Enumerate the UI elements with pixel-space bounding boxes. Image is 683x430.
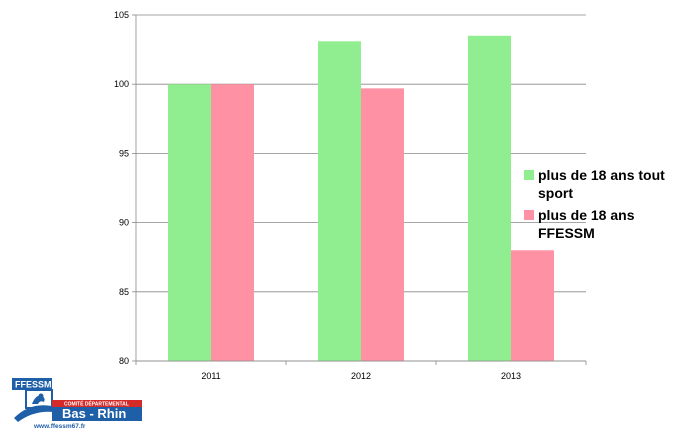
bar-tout-sport-2012	[318, 41, 361, 362]
logo-middle-text: COMITÉ DÉPARTEMENTAL	[64, 400, 129, 408]
bar-ffessm-2012	[361, 88, 404, 362]
logo-main-text: Bas - Rhin	[62, 406, 126, 421]
legend-item-series-2: plus de 18 ans FFESSM	[524, 206, 679, 242]
x-tick-label: 2013	[501, 371, 521, 381]
y-tick-label: 105	[114, 10, 129, 20]
x-tick-label: 2011	[201, 371, 220, 381]
legend-item-series-1: plus de 18 ans tout sport	[524, 166, 679, 202]
bar-tout-sport-2013	[468, 35, 511, 361]
y-tick-label: 90	[119, 218, 129, 228]
y-tick-label: 100	[114, 79, 129, 89]
logo-name-plate	[52, 407, 142, 421]
y-tick-label: 85	[119, 287, 129, 297]
bar-ffessm-2011	[211, 84, 254, 361]
legend-label-series-2: plus de 18 ans FFESSM	[538, 207, 635, 241]
logo-red-band	[52, 400, 142, 407]
legend: plus de 18 ans tout sport plus de 18 ans…	[524, 166, 679, 246]
logo-swoosh	[14, 405, 54, 422]
x-tick-label: 2012	[351, 371, 371, 381]
y-tick-label: 95	[119, 148, 129, 158]
logo-top-plate	[12, 378, 52, 390]
ffessm-logo: FFESSM COMITÉ DÉPARTEMENTAL Bas - Rhin w…	[12, 378, 142, 430]
legend-swatch-series-2	[524, 210, 534, 220]
diver-head-icon	[38, 393, 44, 399]
y-tick-label: 80	[119, 356, 129, 366]
logo-top-text: FFESSM	[15, 380, 52, 390]
logo-url-text: www.ffessm67.fr	[33, 423, 86, 430]
legend-label-series-1: plus de 18 ans tout sport	[538, 167, 665, 201]
bar-ffessm-2013	[511, 250, 554, 361]
legend-swatch-series-1	[524, 170, 534, 180]
bar-tout-sport-2011	[168, 84, 211, 361]
